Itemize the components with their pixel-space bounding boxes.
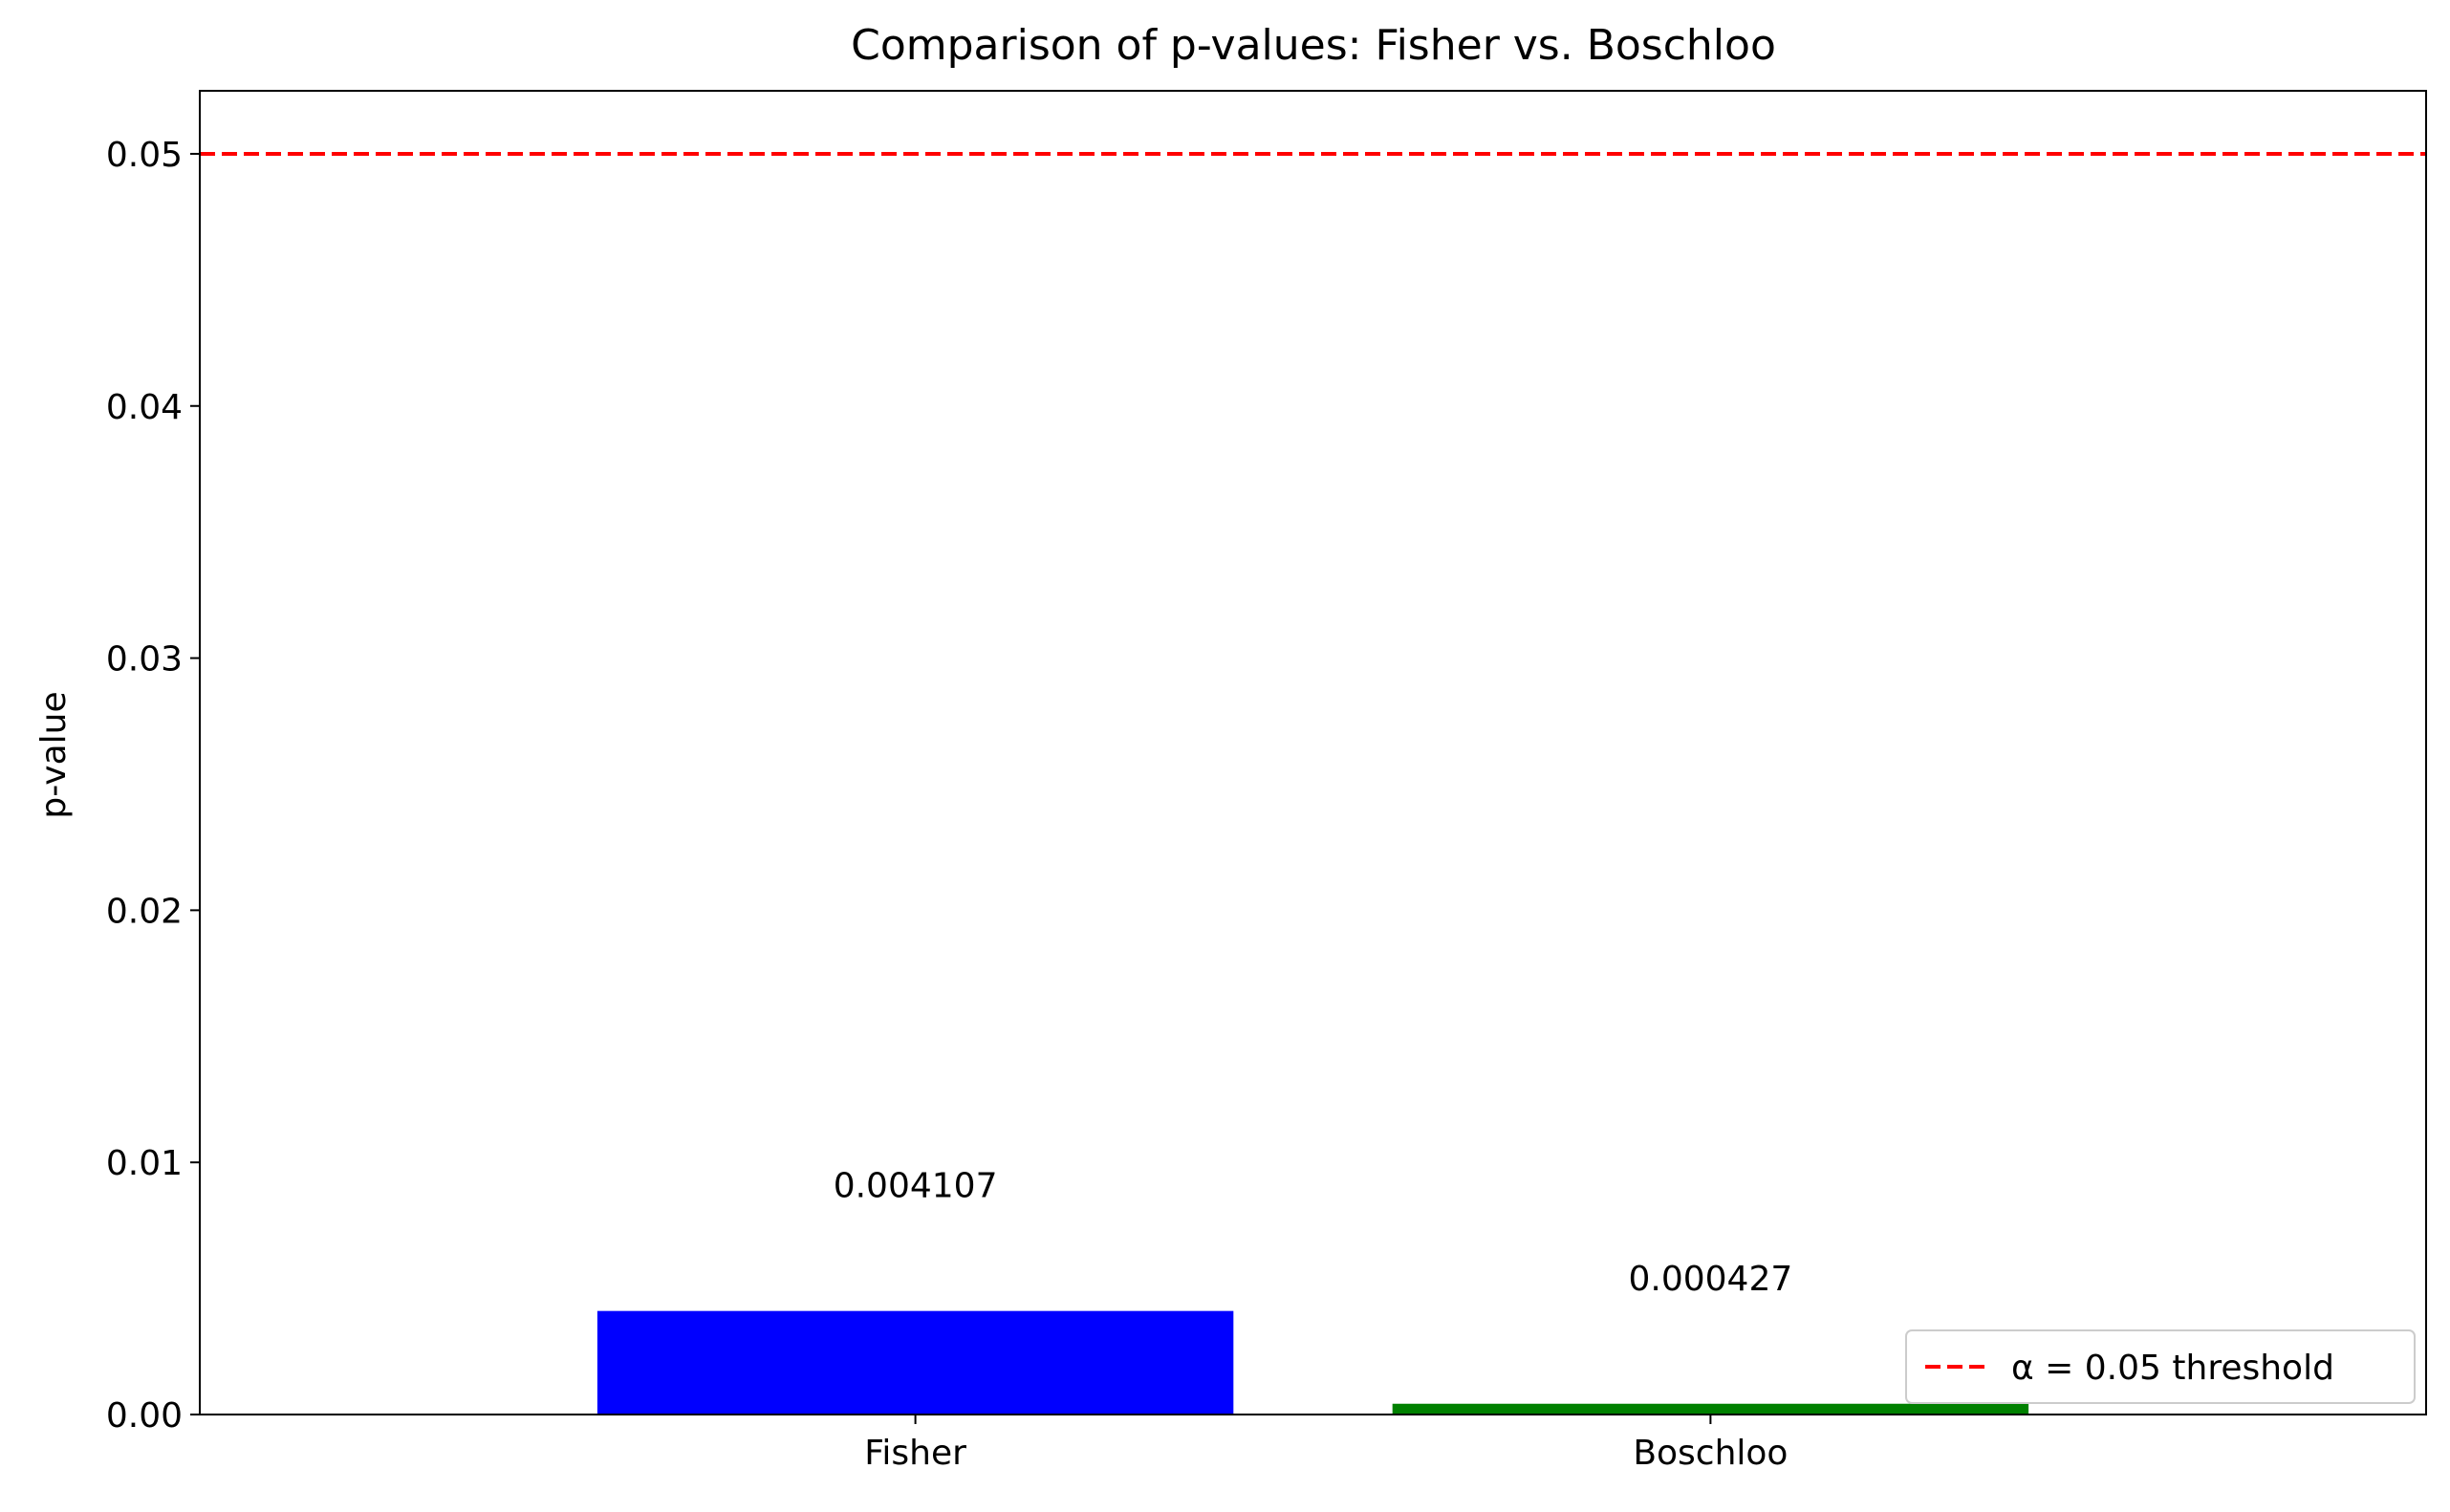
- bar-fisher: [596, 1310, 1234, 1415]
- y-tick-label: 0.02: [106, 892, 183, 931]
- chart-title: Comparison of p-values: Fisher vs. Bosch…: [851, 21, 1776, 70]
- plot-area: 0.004107 Fisher 0.000427 Boschloo 0.00 0.01 0.…: [106, 90, 2427, 1473]
- y-tick-label: 0.04: [106, 388, 183, 427]
- data-label-boschloo: 0.000427: [1629, 1260, 1793, 1299]
- y-tick-label: 0.03: [106, 640, 183, 680]
- y-tick-label: 0.05: [106, 136, 183, 175]
- x-tick-label-boschloo: Boschloo: [1633, 1434, 1788, 1473]
- legend-label: α = 0.05 threshold: [2011, 1349, 2334, 1388]
- data-label-fisher: 0.004107: [834, 1167, 998, 1206]
- bar-boschloo: [1392, 1403, 2029, 1415]
- legend: α = 0.05 threshold: [1905, 1329, 2416, 1404]
- axes-frame: [199, 90, 2427, 1415]
- y-axis-label: p-value: [34, 691, 74, 818]
- y-tick-label: 0.01: [106, 1144, 183, 1183]
- legend-box: [1905, 1329, 2416, 1404]
- y-tick-label: 0.00: [106, 1396, 183, 1436]
- x-tick-label-fisher: Fisher: [864, 1434, 966, 1473]
